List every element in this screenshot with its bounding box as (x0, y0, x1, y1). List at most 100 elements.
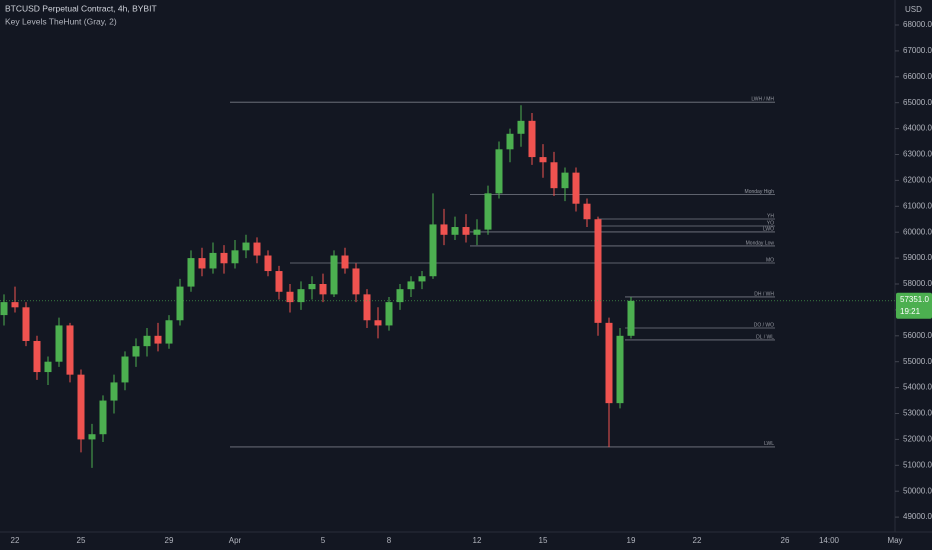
candle-body (99, 400, 107, 435)
candle-body (473, 229, 481, 235)
y-tick-label: 49000.0 (903, 512, 932, 521)
candle-body (506, 133, 514, 150)
symbol-title: BTCUSD Perpetual Contract, 4h, BYBIT (5, 3, 157, 13)
candle-body (341, 255, 349, 269)
currency-label[interactable]: USD (905, 5, 922, 14)
candle-body (121, 356, 129, 383)
candle-body (583, 203, 591, 220)
candle-body (308, 284, 316, 290)
candle-body (616, 335, 624, 404)
candle-body (209, 252, 217, 269)
y-tick-label: 53000.0 (903, 409, 932, 418)
candle-body (374, 320, 382, 326)
x-tick-label: 25 (77, 536, 86, 545)
candle-body (176, 286, 184, 321)
y-tick-label: 62000.0 (903, 176, 932, 185)
candle-body (407, 281, 415, 290)
candle-body (528, 120, 536, 158)
key-level-label: DO / WO (754, 322, 774, 328)
candle-body (385, 302, 393, 326)
candle-body (484, 193, 492, 230)
x-tick-label: 15 (539, 536, 548, 545)
key-level-label: MO (766, 257, 774, 263)
candle-body (495, 149, 503, 194)
key-level-label: DL / WL (756, 334, 774, 340)
candle-body (627, 300, 635, 336)
x-tick-label: 5 (321, 536, 326, 545)
last-price-label: 57351.0 (900, 295, 929, 304)
candle-body (286, 291, 294, 303)
x-tick-label: 26 (781, 536, 790, 545)
key-level-label: YO (767, 220, 774, 226)
y-tick-label: 52000.0 (903, 435, 932, 444)
y-tick-label: 55000.0 (903, 357, 932, 366)
candle-body (440, 224, 448, 235)
candle-body (132, 346, 140, 357)
y-tick-label: 54000.0 (903, 383, 932, 392)
x-tick-label: 14:00 (819, 536, 840, 545)
candle-body (154, 335, 162, 344)
candle-body (363, 294, 371, 321)
key-level-label: Monday High (745, 189, 775, 195)
key-level-label: YH (767, 213, 774, 219)
x-tick-label: 22 (693, 536, 702, 545)
candle-body (33, 340, 41, 373)
x-tick-label: Apr (229, 536, 242, 545)
candle-body (220, 252, 228, 264)
y-tick-label: 60000.0 (903, 227, 932, 236)
y-tick-label: 67000.0 (903, 46, 932, 55)
candle-body (517, 120, 525, 134)
key-level-label: LWH / MH (751, 97, 774, 103)
candle-body (77, 374, 85, 440)
candle-body (572, 172, 580, 204)
y-tick-label: 61000.0 (903, 201, 932, 210)
candle-body (143, 335, 151, 347)
candle-body (253, 242, 261, 256)
candle-body (55, 325, 63, 362)
candle-body (418, 276, 426, 282)
candle-body (44, 361, 52, 373)
key-level-label: Monday Low (746, 240, 775, 246)
x-tick-label: 8 (387, 536, 392, 545)
x-tick-label: 12 (473, 536, 482, 545)
candle-body (0, 302, 8, 316)
candle-body (198, 258, 206, 269)
candle-body (594, 219, 602, 323)
y-tick-label: 66000.0 (903, 72, 932, 81)
last-price-tag (896, 292, 932, 319)
y-tick-label: 63000.0 (903, 150, 932, 159)
candle-body (275, 271, 283, 292)
candle-body (451, 227, 459, 235)
key-level-label: LWO (763, 226, 774, 232)
candle-body (297, 289, 305, 303)
candle-body (550, 162, 558, 189)
candle-body (22, 307, 30, 341)
x-tick-label: May (887, 536, 902, 545)
y-tick-label: 65000.0 (903, 98, 932, 107)
y-tick-label: 56000.0 (903, 331, 932, 340)
candle-body (462, 227, 470, 235)
key-level-label: LWL (764, 441, 774, 447)
candle-body (605, 322, 613, 404)
candle-body (330, 255, 338, 295)
candle-body (88, 434, 96, 440)
candle-body (429, 224, 437, 277)
candle-body (66, 325, 74, 375)
y-tick-label: 59000.0 (903, 253, 932, 262)
candle-body (187, 258, 195, 287)
candle-body (352, 268, 360, 295)
x-tick-label: 29 (165, 536, 174, 545)
candle-body (165, 320, 173, 344)
x-tick-label: 19 (627, 536, 636, 545)
candle-body (264, 255, 272, 272)
countdown: 19:21 (900, 307, 921, 316)
candle-body (319, 284, 327, 295)
key-level-label: DH / WH (754, 291, 774, 297)
y-tick-label: 64000.0 (903, 124, 932, 133)
candle-body (231, 250, 239, 264)
candle-body (539, 157, 547, 163)
y-tick-label: 51000.0 (903, 460, 932, 469)
